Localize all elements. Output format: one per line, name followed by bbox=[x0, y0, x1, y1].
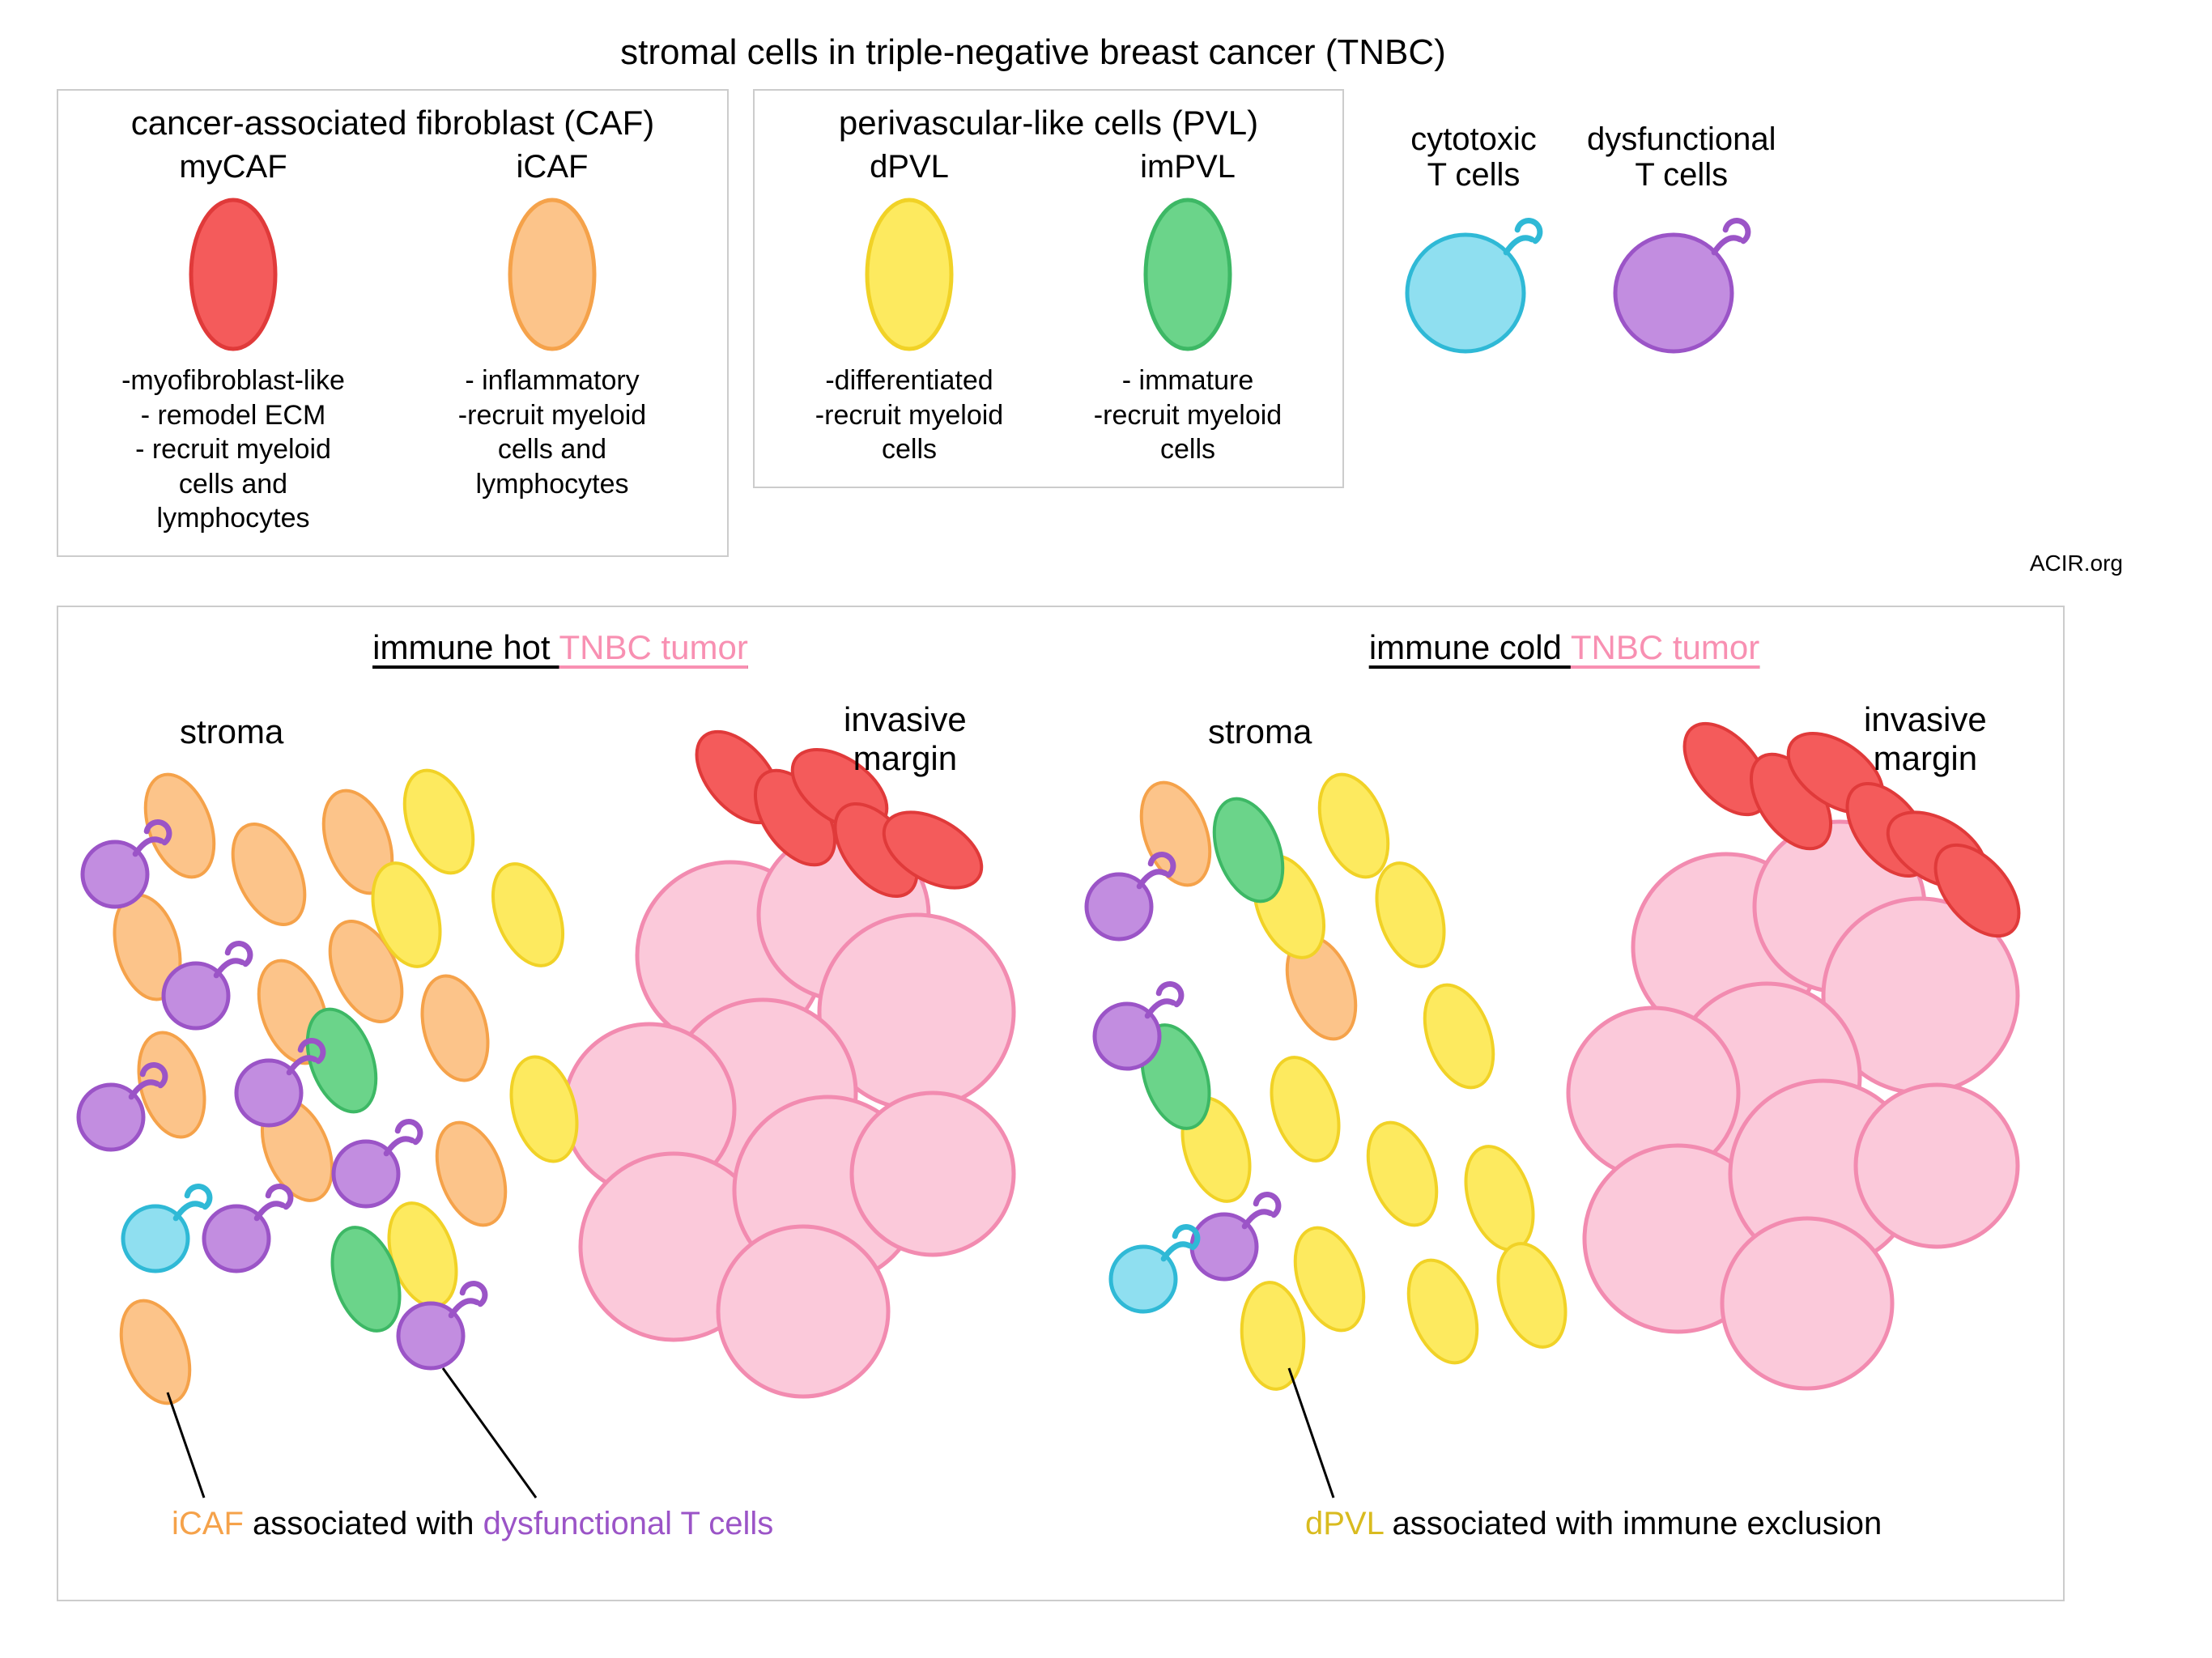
icaf-col: iCAF - inflammatory -recruit myeloid cel… bbox=[397, 149, 708, 536]
dpvl-name: dPVL bbox=[774, 149, 1044, 185]
dpvl-icon bbox=[861, 193, 958, 355]
impvl-desc: - immature -recruit myeloid cells bbox=[1053, 363, 1323, 467]
hot-stroma-label: stroma bbox=[180, 712, 283, 751]
dpvl-desc: -differentiated -recruit myeloid cells bbox=[774, 363, 1044, 467]
caf-panel: cancer-associated fibroblast (CAF) myCAF… bbox=[57, 89, 729, 557]
dpvl-col: dPVL -differentiated -recruit myeloid ce… bbox=[774, 149, 1044, 467]
pvl-panel: perivascular-like cells (PVL) dPVL -diff… bbox=[753, 89, 1344, 488]
icaf-desc: - inflammatory -recruit myeloid cells an… bbox=[397, 363, 708, 501]
pvl-title: perivascular-like cells (PVL) bbox=[774, 104, 1323, 142]
hot-margin-label: invasive margin bbox=[844, 700, 967, 778]
cold-tumor: immune cold TNBC tumor stroma invasive m… bbox=[1062, 607, 2066, 1600]
cytot-icon bbox=[1393, 204, 1555, 358]
legend-row: cancer-associated fibroblast (CAF) myCAF… bbox=[57, 89, 2074, 557]
impvl-icon bbox=[1139, 193, 1236, 355]
cold-margin-label: invasive margin bbox=[1864, 700, 1987, 778]
impvl-name: imPVL bbox=[1053, 149, 1323, 185]
mycaf-desc: -myofibroblast-like - remodel ECM - recr… bbox=[78, 363, 389, 536]
tcell-legend: cytotoxic T cells dysfunctional T cells bbox=[1393, 121, 1776, 366]
caf-title: cancer-associated fibroblast (CAF) bbox=[78, 104, 708, 142]
mycaf-icon bbox=[185, 193, 282, 355]
cold-caption: dPVL associated with immune exclusion bbox=[1305, 1506, 1882, 1542]
icaf-icon bbox=[504, 193, 601, 355]
main-title: stromal cells in triple-negative breast … bbox=[0, 32, 2074, 73]
attribution: ACIR.org bbox=[2030, 551, 2123, 576]
tumor-panel: immune hot TNBC tumor stroma invasive ma… bbox=[57, 606, 2065, 1601]
mycaf-col: myCAF -myofibroblast-like - remodel ECM … bbox=[78, 149, 389, 536]
cytot-label: cytotoxic T cells bbox=[1393, 121, 1555, 193]
hot-caption: iCAF associated with dysfunctional T cel… bbox=[172, 1506, 773, 1542]
icaf-name: iCAF bbox=[397, 149, 708, 185]
dyst-icon bbox=[1601, 204, 1763, 358]
cold-stroma-label: stroma bbox=[1208, 712, 1312, 751]
mycaf-name: myCAF bbox=[78, 149, 389, 185]
hot-tumor: immune hot TNBC tumor stroma invasive ma… bbox=[58, 607, 1062, 1600]
dyst-label: dysfunctional T cells bbox=[1587, 121, 1776, 193]
impvl-col: imPVL - immature -recruit myeloid cells bbox=[1053, 149, 1323, 467]
